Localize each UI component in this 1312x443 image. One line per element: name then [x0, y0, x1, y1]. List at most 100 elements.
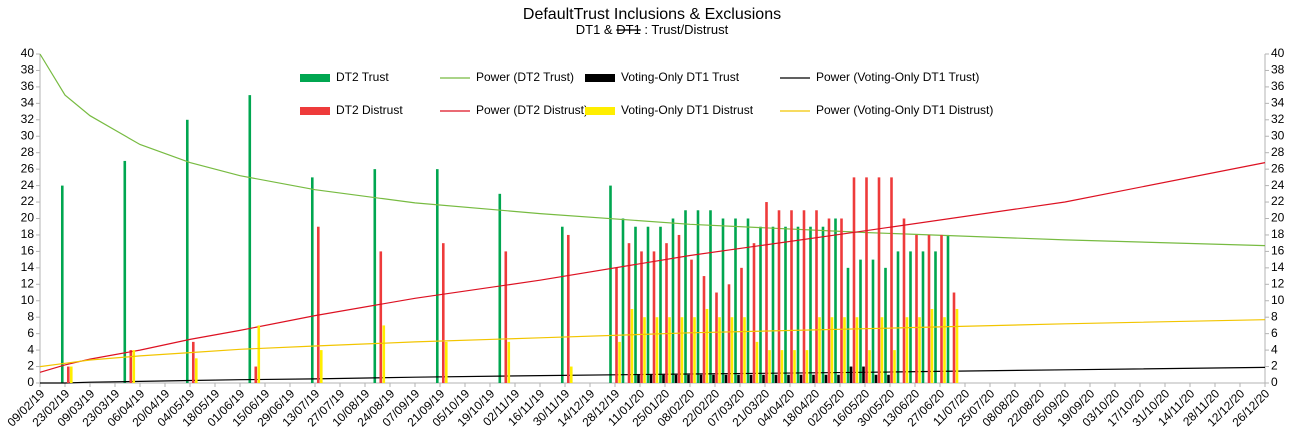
bar: [715, 292, 718, 383]
trend-line: [40, 366, 1266, 384]
bar: [759, 226, 762, 383]
bar: [862, 366, 865, 383]
trend-line: [39, 53, 1266, 247]
bar: [840, 218, 843, 383]
bar: [802, 210, 806, 383]
bar: [827, 218, 831, 383]
bar: [684, 210, 687, 383]
bar: [712, 374, 715, 383]
bar: [444, 341, 448, 383]
bar: [952, 292, 956, 383]
subtitle-part: : Trust/Distrust: [644, 22, 728, 37]
bar: [771, 226, 775, 383]
bar: [805, 350, 809, 383]
y-tick-label: 8: [27, 309, 34, 323]
bar: [752, 243, 756, 383]
y-tick-label: 30: [21, 128, 35, 142]
bar: [441, 243, 445, 383]
bar: [737, 374, 740, 383]
bar: [868, 350, 871, 383]
bar: [793, 350, 796, 383]
bar: [915, 234, 918, 383]
bar: [696, 210, 700, 383]
bar: [507, 341, 511, 383]
bar: [615, 267, 618, 383]
y2-tick-label: 26: [1271, 161, 1285, 175]
bar: [640, 251, 643, 383]
bar: [643, 317, 646, 383]
trend-line: [39, 162, 1266, 373]
legend-swatch: [300, 74, 330, 82]
bar: [498, 193, 502, 383]
y-tick-label: 18: [21, 227, 35, 241]
bar: [818, 317, 821, 383]
y2-tick-label: 4: [1271, 342, 1278, 356]
bar: [905, 317, 909, 383]
y-tick-label: 34: [21, 96, 35, 110]
bar: [909, 251, 912, 383]
y2-tick-label: 10: [1271, 293, 1285, 307]
bar: [815, 210, 818, 383]
y2-tick-label: 18: [1271, 227, 1285, 241]
bar: [762, 374, 765, 383]
bar: [194, 358, 198, 383]
bar: [382, 325, 386, 383]
bar: [129, 350, 133, 383]
bar: [248, 95, 252, 383]
bar: [824, 374, 828, 383]
bar: [379, 251, 383, 383]
bar: [724, 374, 728, 383]
bar: [846, 267, 850, 383]
bar: [690, 259, 693, 383]
bar: [646, 226, 650, 383]
bar: [702, 276, 706, 383]
chart-title: DefaultTrust Inclusions & Exclusions: [523, 6, 781, 23]
bar: [821, 226, 825, 383]
bar: [66, 366, 70, 383]
bar: [777, 210, 781, 383]
y-tick-label: 32: [21, 112, 35, 126]
bar: [843, 317, 846, 383]
bar: [934, 251, 937, 383]
bar: [927, 234, 931, 383]
y2-tick-label: 2: [1271, 359, 1278, 373]
bar: [830, 317, 834, 383]
y-tick-label: 38: [21, 63, 35, 77]
bar: [69, 366, 73, 383]
bar: [746, 218, 750, 383]
legend-label: DT2 Trust: [336, 70, 389, 84]
bar: [319, 350, 323, 383]
bar: [652, 251, 656, 383]
bar: [852, 177, 856, 383]
bar: [569, 366, 573, 383]
bar: [755, 341, 759, 383]
y-tick-label: 12: [21, 276, 35, 290]
y2-tick-label: 22: [1271, 194, 1285, 208]
bar: [709, 210, 712, 383]
bar: [865, 177, 868, 383]
bar: [946, 234, 950, 383]
bar: [918, 317, 921, 383]
bar: [310, 177, 314, 383]
y-tick-label: 2: [27, 359, 34, 373]
y2-tick-label: 32: [1271, 112, 1285, 126]
y-tick-label: 22: [21, 194, 35, 208]
y2-tick-label: 36: [1271, 79, 1285, 93]
bar: [902, 218, 906, 383]
subtitle-part: DT1 &: [576, 22, 613, 37]
bar: [609, 185, 612, 383]
bar: [674, 374, 678, 383]
bar: [809, 226, 812, 383]
bar: [621, 218, 625, 383]
bar: [123, 160, 127, 383]
y-tick-label: 0: [27, 375, 34, 389]
bar: [60, 185, 64, 383]
bar: [884, 267, 887, 383]
bar: [896, 251, 900, 383]
y-tick-label: 36: [21, 79, 35, 93]
bar: [373, 169, 377, 383]
bar: [930, 308, 934, 383]
bar: [921, 251, 925, 383]
legend-swatch: [300, 107, 330, 115]
bar: [727, 284, 731, 383]
